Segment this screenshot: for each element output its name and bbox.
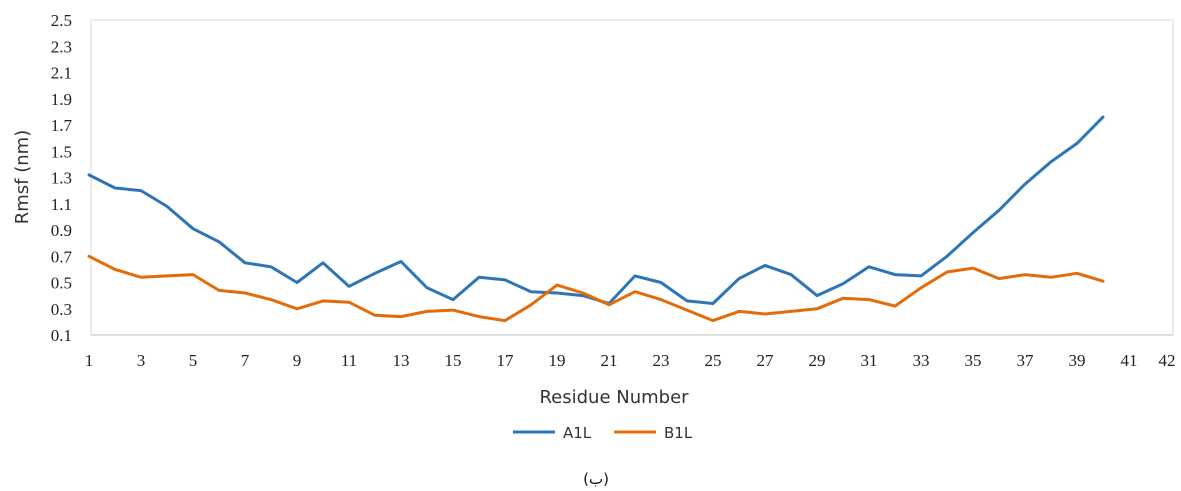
series-line-b1l — [87, 254, 1105, 323]
x-tick-label: 35 — [965, 351, 982, 370]
x-tick-label: 15 — [445, 351, 462, 370]
x-tick-label: 37 — [1017, 351, 1035, 370]
x-tick-label: 31 — [861, 351, 878, 370]
x-tick-label: 11 — [341, 351, 357, 370]
y-tick-label: 1.5 — [51, 142, 72, 161]
x-tick-label: 19 — [549, 351, 566, 370]
x-axis-title: Residue Number — [539, 387, 689, 408]
x-tick-label: 5 — [189, 351, 198, 370]
y-tick-label: 1.1 — [51, 195, 72, 214]
x-tick-label: 33 — [913, 351, 930, 370]
x-tick-label: 1 — [85, 351, 94, 370]
plot-area — [90, 19, 1174, 336]
y-tick-label: 2.1 — [51, 64, 72, 83]
figure-caption: (ب) — [583, 470, 609, 488]
y-tick-label: 1.9 — [51, 90, 72, 109]
y-tick-label: 1.3 — [51, 169, 72, 188]
x-tick-label: 29 — [809, 351, 826, 370]
x-tick-labels: 1 3 5 7 9 11 13 15 17 19 21 23 25 27 29 31 33 35 37 39 41 42 — [85, 351, 1176, 370]
y-tick-label: 1.7 — [51, 116, 73, 135]
y-tick-label: 2.3 — [51, 37, 72, 56]
y-tick-label: 2.5 — [51, 11, 72, 30]
x-tick-label: 25 — [705, 351, 722, 370]
series-line-a1l — [87, 115, 1105, 305]
series-lines — [87, 115, 1105, 323]
x-tick-label: 23 — [653, 351, 670, 370]
y-tick-label: 0.5 — [51, 274, 72, 293]
x-tick-label: 41 — [1121, 351, 1138, 370]
x-tick-label: 9 — [293, 351, 302, 370]
y-tick-label: 0.7 — [51, 247, 73, 266]
y-tick-label: 0.9 — [51, 221, 72, 240]
x-tick-label: 21 — [601, 351, 618, 370]
x-tick-label: 13 — [393, 351, 410, 370]
y-tick-labels: 0.1 0.3 0.5 0.7 0.9 1.1 1.3 1.5 1.7 1.9 2.1 2.3 2.5 — [51, 11, 73, 345]
legend: A1L B1L — [513, 424, 693, 442]
legend-label-a1l: A1L — [563, 424, 592, 442]
legend-label-b1l: B1L — [664, 424, 693, 442]
x-tick-label: 3 — [137, 351, 146, 370]
x-tick-label: 42 — [1159, 351, 1176, 370]
x-tick-label: 17 — [497, 351, 515, 370]
y-axis-title: Rmsf (nm) — [12, 130, 33, 224]
x-tick-label: 39 — [1069, 351, 1086, 370]
y-tick-label: 0.1 — [51, 326, 72, 345]
y-tick-label: 0.3 — [51, 300, 72, 319]
x-tick-label: 27 — [757, 351, 775, 370]
x-tick-label: 7 — [241, 351, 250, 370]
